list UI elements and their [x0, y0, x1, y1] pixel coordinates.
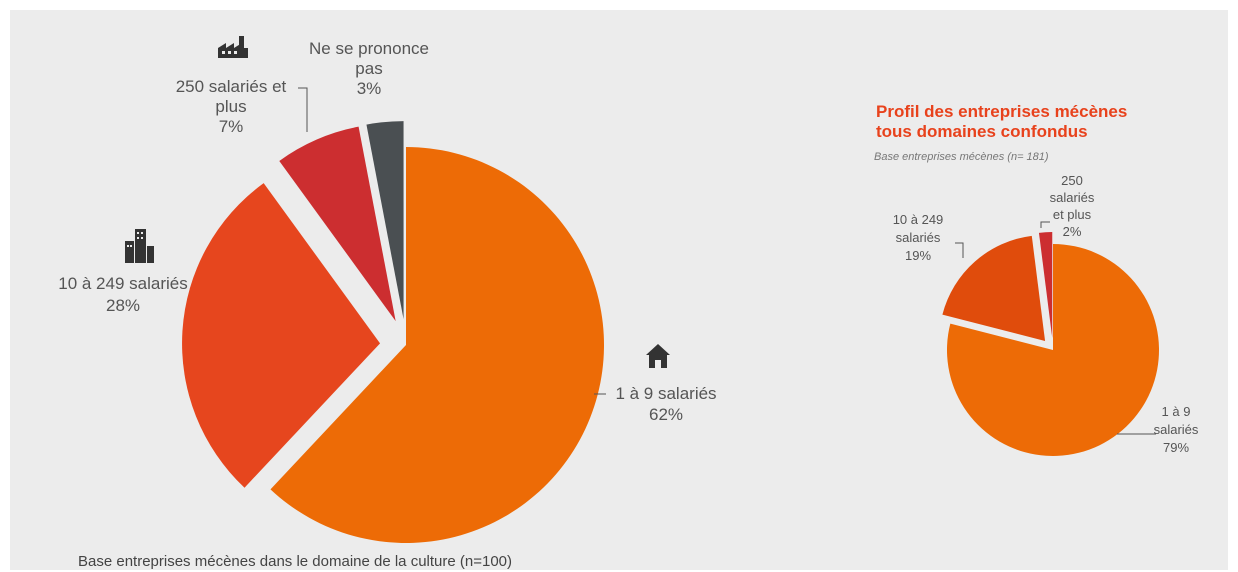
svg-text:28%: 28% — [106, 296, 140, 315]
chart-canvas: Ne se prononce pas 3% 250 salariés et pl… — [10, 10, 1228, 570]
svg-text:19%: 19% — [905, 248, 931, 263]
right-pie — [942, 232, 1160, 456]
left-pie-slice-1-a-9-salaries — [270, 147, 604, 543]
left-pie — [182, 121, 604, 543]
left-pie-slice-10-a-249-salaries — [182, 183, 381, 488]
label-ne-se-prononce: Ne se prononce pas 3% — [309, 39, 429, 98]
right-chart-title: Profil des entreprises mécènes tous doma… — [876, 102, 1127, 141]
label-right-10-249: 10 à 249 salariés 19% — [893, 212, 964, 263]
right-pie-slice-250-salaries-et-plus — [1038, 232, 1053, 339]
right-chart-subtitle: Base entreprises mécènes (n= 181) — [874, 151, 1049, 163]
label-250-salaries: 250 salariés et plus 7% — [176, 77, 308, 136]
office-buildings-icon — [125, 229, 154, 263]
right-pie-slice-10-a-249-salaries — [942, 235, 1046, 341]
svg-text:salariés: salariés — [1154, 422, 1199, 437]
svg-text:62%: 62% — [649, 405, 683, 424]
svg-text:salariés: salariés — [1050, 190, 1095, 205]
svg-text:10 à 249: 10 à 249 — [893, 212, 944, 227]
svg-text:79%: 79% — [1163, 440, 1189, 455]
svg-text:3%: 3% — [357, 79, 382, 98]
house-icon — [646, 344, 670, 368]
left-pie-slice-250-salaries-et-plus — [279, 126, 396, 322]
svg-text:Profil des entreprises mécènes: Profil des entreprises mécènes — [876, 102, 1127, 121]
label-right-250: 250 salariés et plus 2% — [1040, 173, 1095, 239]
svg-text:7%: 7% — [219, 117, 244, 136]
svg-text:1 à 9: 1 à 9 — [1162, 404, 1191, 419]
svg-text:Ne se prononce: Ne se prononce — [309, 39, 429, 58]
svg-text:plus: plus — [215, 97, 246, 116]
svg-text:250 salariés et: 250 salariés et — [176, 77, 287, 96]
label-right-1-9: 1 à 9 salariés 79% — [1117, 404, 1199, 455]
label-10-249-salaries: 10 à 249 salariés 28% — [58, 274, 187, 315]
svg-text:250: 250 — [1061, 173, 1083, 188]
label-1-9-salaries: 1 à 9 salariés 62% — [594, 384, 717, 424]
svg-text:10 à 249 salariés: 10 à 249 salariés — [58, 274, 187, 293]
right-pie-slice-1-a-9-salaries — [947, 244, 1160, 456]
svg-text:pas: pas — [355, 59, 382, 78]
svg-text:salariés: salariés — [896, 230, 941, 245]
svg-text:tous domaines confondus: tous domaines confondus — [876, 122, 1088, 141]
factory-icon — [218, 36, 248, 58]
left-pie-slice-ne-se-prononce-pas — [366, 121, 404, 320]
svg-text:1 à 9 salariés: 1 à 9 salariés — [615, 384, 716, 403]
base-note: Base entreprises mécènes dans le domaine… — [78, 553, 512, 570]
svg-text:et plus: et plus — [1053, 207, 1092, 222]
charts-svg: Ne se prononce pas 3% 250 salariés et pl… — [58, 36, 1199, 570]
svg-text:2%: 2% — [1063, 224, 1082, 239]
